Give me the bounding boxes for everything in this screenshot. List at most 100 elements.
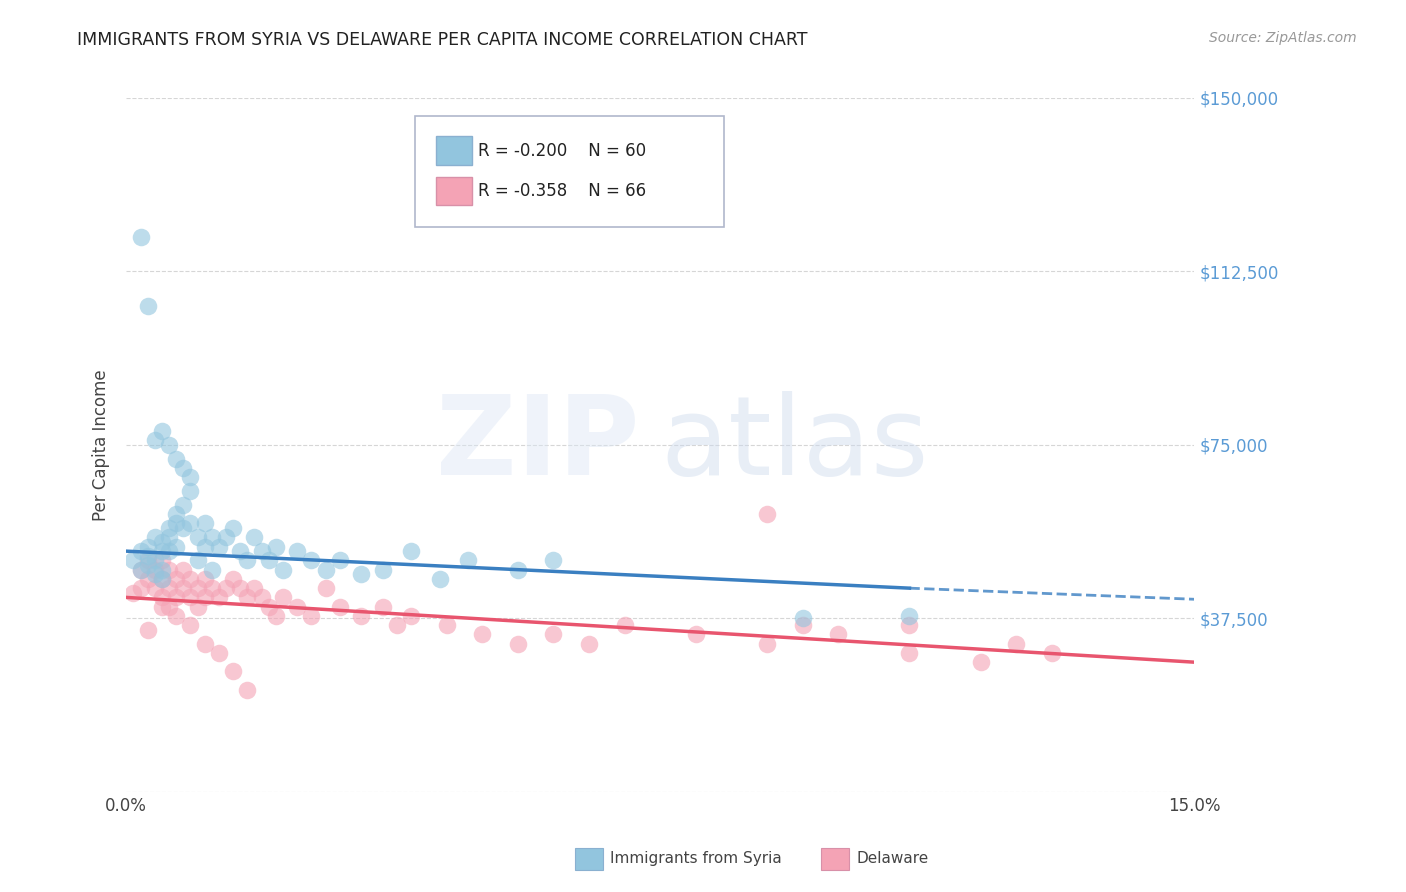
Text: R = -0.358    N = 66: R = -0.358 N = 66: [478, 182, 647, 200]
Point: [194, 516, 217, 531]
Point: [136, 623, 159, 637]
Point: [543, 553, 565, 567]
Point: [179, 618, 201, 632]
Point: [236, 591, 259, 605]
Point: [257, 599, 280, 614]
Point: [299, 608, 322, 623]
Point: [215, 581, 238, 595]
Point: [157, 530, 180, 544]
Point: [186, 581, 208, 595]
Point: [299, 553, 322, 567]
Point: [315, 581, 337, 595]
Point: [150, 563, 173, 577]
Point: [150, 424, 173, 438]
Text: Delaware: Delaware: [856, 852, 928, 866]
Point: [194, 591, 217, 605]
Point: [143, 581, 166, 595]
Point: [150, 572, 173, 586]
Point: [371, 563, 394, 577]
Point: [172, 563, 194, 577]
Point: [165, 507, 187, 521]
Point: [201, 563, 224, 577]
Point: [329, 599, 352, 614]
Point: [179, 470, 201, 484]
Text: IMMIGRANTS FROM SYRIA VS DELAWARE PER CAPITA INCOME CORRELATION CHART: IMMIGRANTS FROM SYRIA VS DELAWARE PER CA…: [77, 31, 808, 49]
Point: [136, 299, 159, 313]
Point: [898, 646, 921, 660]
Point: [136, 553, 159, 567]
Point: [165, 608, 187, 623]
Point: [285, 544, 308, 558]
Point: [257, 553, 280, 567]
Text: atlas: atlas: [661, 392, 929, 499]
Text: Source: ZipAtlas.com: Source: ZipAtlas.com: [1209, 31, 1357, 45]
Point: [179, 572, 201, 586]
Point: [222, 572, 245, 586]
Point: [229, 581, 252, 595]
Point: [157, 581, 180, 595]
Point: [250, 544, 273, 558]
Point: [129, 563, 152, 577]
Point: [222, 665, 245, 679]
Y-axis label: Per Capita Income: Per Capita Income: [93, 369, 110, 521]
Point: [970, 655, 993, 669]
Point: [506, 563, 529, 577]
Point: [429, 572, 451, 586]
Point: [315, 563, 337, 577]
Point: [165, 540, 187, 554]
Point: [150, 591, 173, 605]
Point: [194, 572, 217, 586]
Point: [136, 540, 159, 554]
Text: Immigrants from Syria: Immigrants from Syria: [610, 852, 782, 866]
Point: [250, 591, 273, 605]
Point: [685, 627, 707, 641]
Point: [236, 682, 259, 697]
Point: [792, 618, 814, 632]
Point: [136, 549, 159, 563]
Point: [143, 433, 166, 447]
Point: [194, 540, 217, 554]
Point: [165, 591, 187, 605]
Point: [264, 540, 287, 554]
Point: [243, 581, 266, 595]
Point: [457, 553, 479, 567]
Point: [179, 516, 201, 531]
Point: [157, 563, 180, 577]
Point: [157, 599, 180, 614]
Point: [506, 637, 529, 651]
Point: [157, 544, 180, 558]
Point: [194, 637, 217, 651]
Point: [186, 553, 208, 567]
Point: [471, 627, 494, 641]
Point: [756, 507, 779, 521]
Point: [122, 586, 145, 600]
Point: [143, 563, 166, 577]
Point: [172, 498, 194, 512]
Text: ZIP: ZIP: [436, 392, 638, 499]
Point: [165, 451, 187, 466]
Point: [613, 618, 636, 632]
Point: [186, 599, 208, 614]
Text: R = -0.200    N = 60: R = -0.200 N = 60: [478, 142, 647, 160]
Point: [150, 599, 173, 614]
Point: [578, 637, 600, 651]
Point: [229, 544, 252, 558]
Point: [150, 535, 173, 549]
Point: [150, 553, 173, 567]
Point: [208, 591, 231, 605]
Point: [243, 530, 266, 544]
Point: [150, 572, 173, 586]
Point: [399, 608, 422, 623]
Point: [143, 567, 166, 582]
Point: [898, 618, 921, 632]
Point: [1040, 646, 1063, 660]
Point: [129, 563, 152, 577]
Point: [129, 229, 152, 244]
Point: [236, 553, 259, 567]
Point: [399, 544, 422, 558]
Point: [122, 553, 145, 567]
Point: [201, 530, 224, 544]
Point: [350, 608, 373, 623]
Point: [179, 483, 201, 498]
Point: [264, 608, 287, 623]
